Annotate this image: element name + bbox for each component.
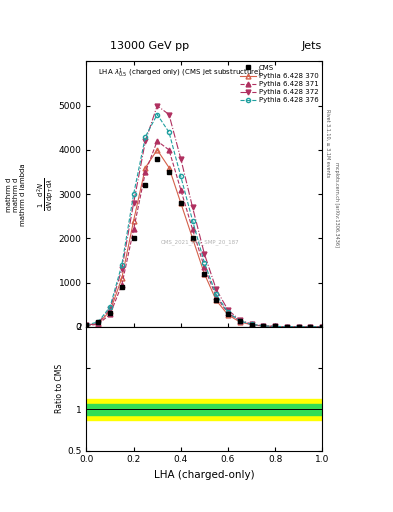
- Text: mathrm d
mathrm d
mathrm d lambda: mathrm d mathrm d mathrm d lambda: [6, 163, 26, 226]
- Text: CMS_2021_PAS_SMP_20_187: CMS_2021_PAS_SMP_20_187: [160, 239, 239, 245]
- Bar: [86, 403, 322, 415]
- Bar: [86, 398, 322, 420]
- Y-axis label: $\frac{1}{\mathrm{d}N}\frac{\mathrm{d}^2 N}{\mathrm{d}p_T\,\mathrm{d}\lambda}$: $\frac{1}{\mathrm{d}N}\frac{\mathrm{d}^2…: [35, 177, 56, 211]
- Y-axis label: Ratio to CMS: Ratio to CMS: [55, 364, 64, 413]
- Text: Jets: Jets: [302, 40, 322, 51]
- X-axis label: LHA (charged-only): LHA (charged-only): [154, 470, 255, 480]
- Text: mcplots.cern.ch [arXiv:1306.3436]: mcplots.cern.ch [arXiv:1306.3436]: [334, 162, 338, 247]
- Legend: CMS, Pythia 6.428 370, Pythia 6.428 371, Pythia 6.428 372, Pythia 6.428 376: CMS, Pythia 6.428 370, Pythia 6.428 371,…: [240, 65, 319, 103]
- Text: 13000 GeV pp: 13000 GeV pp: [110, 40, 189, 51]
- Text: Rivet 3.1.10, ≥ 3.1M events: Rivet 3.1.10, ≥ 3.1M events: [326, 109, 331, 178]
- Text: LHA $\lambda^{1}_{0.5}$ (charged only) (CMS jet substructure): LHA $\lambda^{1}_{0.5}$ (charged only) (…: [98, 67, 262, 80]
